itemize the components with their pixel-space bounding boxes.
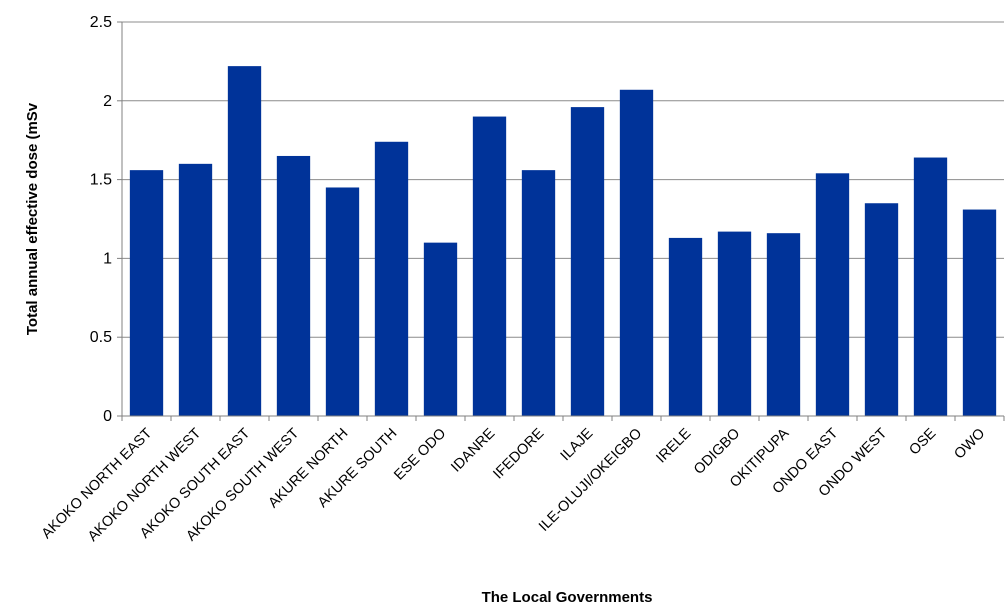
- bar: [717, 231, 752, 416]
- y-tick-label: 2: [103, 93, 112, 110]
- y-tick-label: 2.5: [90, 14, 112, 31]
- x-tick-label: IFEDORE: [490, 425, 547, 482]
- x-tick-label: IDANRE: [448, 425, 498, 475]
- y-tick-label: 0: [103, 408, 112, 425]
- bar: [325, 187, 360, 416]
- y-tick-label: 0.5: [90, 329, 112, 346]
- bar: [619, 89, 654, 416]
- bar: [766, 233, 801, 416]
- bar: [472, 116, 507, 416]
- x-tick-label: OWO: [951, 426, 988, 463]
- bar: [129, 170, 164, 416]
- y-tick-label: 1.5: [90, 172, 112, 189]
- bar: [913, 157, 948, 416]
- bar: [178, 163, 213, 416]
- bar: [276, 155, 311, 416]
- bar: [423, 242, 458, 416]
- bar: [864, 203, 899, 416]
- y-axis-title: Total annual effective dose (mSv: [24, 102, 41, 335]
- bar: [815, 173, 850, 416]
- x-tick-label: OSE: [906, 425, 939, 458]
- bar: [668, 237, 703, 416]
- x-axis-title: The Local Governments: [482, 589, 653, 606]
- bars: [129, 66, 997, 417]
- x-tick-label: ESE ODO: [391, 426, 449, 484]
- bar: [227, 66, 262, 417]
- gridlines: [122, 21, 1004, 338]
- y-tick-label: 1: [103, 250, 112, 267]
- bar: [962, 209, 997, 416]
- bar: [570, 107, 605, 416]
- y-tick-labels: 0 0.5 1 1.5 2 2.5: [90, 14, 122, 425]
- bar: [521, 170, 556, 416]
- x-tick-label: ILAJE: [558, 425, 597, 464]
- bar: [374, 141, 409, 416]
- x-tick-label: IRELE: [653, 425, 694, 466]
